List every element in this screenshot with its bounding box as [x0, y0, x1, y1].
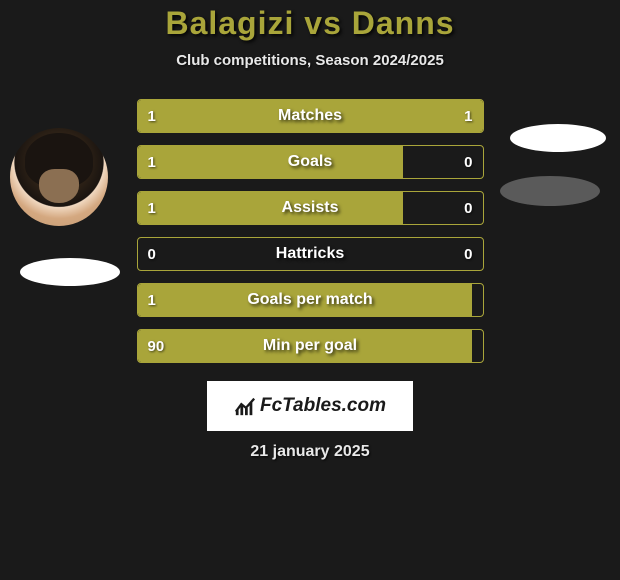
stat-value-left: 1 [148, 108, 156, 125]
stat-row-goals: 1 Goals 0 [137, 145, 484, 179]
stat-label: Min per goal [263, 337, 357, 355]
team-badge-right-2 [500, 176, 600, 206]
page-title: Balagizi vs Danns [165, 5, 454, 42]
stat-row-matches: 1 Matches 1 [137, 99, 484, 133]
date-text: 21 january 2025 [250, 443, 369, 461]
stat-value-left: 90 [148, 338, 165, 355]
stat-label: Goals per match [247, 291, 372, 309]
stat-row-hattricks: 0 Hattricks 0 [137, 237, 484, 271]
chart-icon [234, 395, 256, 417]
stat-label: Goals [288, 153, 332, 171]
fctables-label: FcTables.com [260, 395, 386, 417]
stat-value-left: 0 [148, 246, 156, 263]
stat-row-min-per-goal: 90 Min per goal [137, 329, 484, 363]
stat-label: Assists [282, 199, 339, 217]
stat-row-assists: 1 Assists 0 [137, 191, 484, 225]
fctables-badge[interactable]: FcTables.com [207, 381, 413, 431]
stat-value-left: 1 [148, 154, 156, 171]
stat-label: Matches [278, 107, 342, 125]
bar-left [138, 192, 404, 224]
player-avatar-left [10, 128, 108, 226]
team-badge-right-1 [510, 124, 606, 152]
team-badge-left [20, 258, 120, 286]
comparison-card: Balagizi vs Danns Club competitions, Sea… [0, 0, 620, 580]
stat-value-left: 1 [148, 292, 156, 309]
stat-value-right: 0 [464, 246, 472, 263]
stats-container: 1 Matches 1 1 Goals 0 1 Assists 0 0 Hatt… [137, 99, 484, 363]
stat-row-goals-per-match: 1 Goals per match [137, 283, 484, 317]
subtitle: Club competitions, Season 2024/2025 [176, 52, 444, 69]
stat-value-left: 1 [148, 200, 156, 217]
stat-value-right: 0 [464, 200, 472, 217]
stat-value-right: 1 [464, 108, 472, 125]
stat-value-right: 0 [464, 154, 472, 171]
stat-label: Hattricks [276, 245, 344, 263]
bar-left [138, 146, 404, 178]
